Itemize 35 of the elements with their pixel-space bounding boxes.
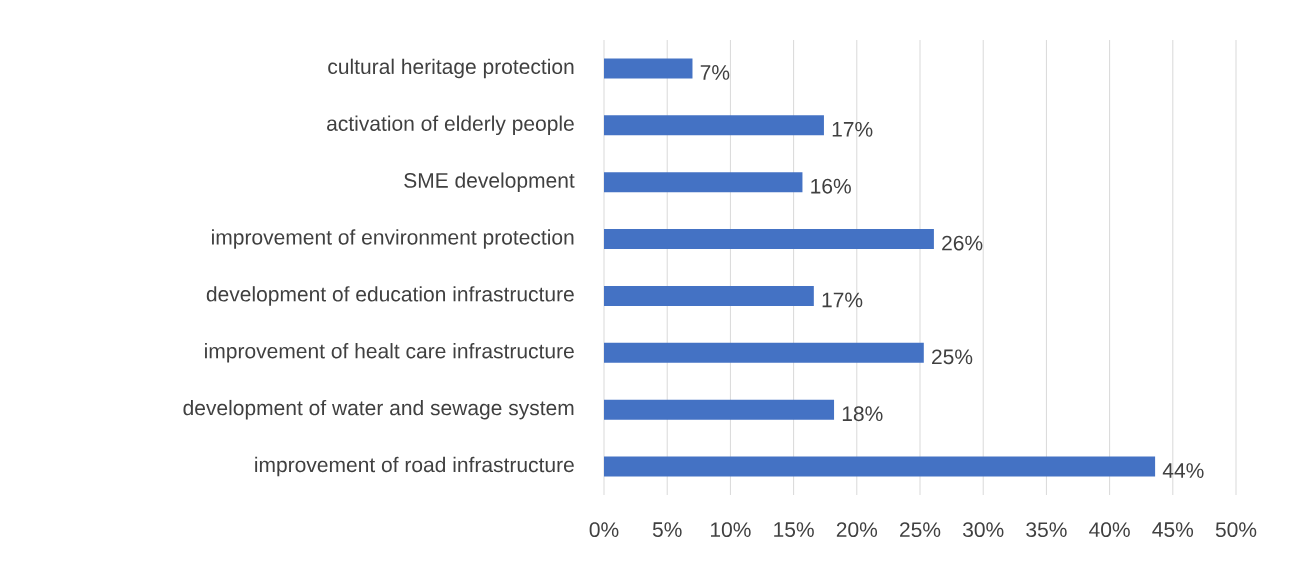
data-label: 44%: [1162, 463, 1204, 478]
bar: [604, 115, 824, 136]
y-tick-label: improvement of road infrastructure: [255, 456, 574, 477]
x-tick-label: 5%: [652, 522, 682, 537]
data-label: 18%: [842, 406, 883, 422]
bar: [604, 285, 814, 306]
data-label: 16%: [811, 178, 851, 194]
x-tick-label: 10%: [710, 522, 751, 538]
data-label: 26%: [942, 235, 983, 251]
data-label: 25%: [932, 349, 973, 365]
bar: [604, 58, 693, 79]
x-tick-label: 50%: [1215, 522, 1257, 538]
bar: [604, 229, 934, 250]
x-tick-label: 25%: [900, 522, 941, 538]
x-tick-label: 15%: [774, 522, 814, 537]
x-tick-label: 45%: [1152, 522, 1194, 537]
bar: [604, 172, 803, 193]
y-tick-label: SME development: [404, 172, 575, 192]
data-label: 7%: [700, 65, 730, 80]
bar: [604, 399, 835, 420]
y-tick-label: development of education infrastructure: [206, 286, 574, 306]
data-label: 17%: [822, 292, 863, 308]
x-tick-label: 20%: [836, 522, 878, 538]
bar: [604, 342, 924, 363]
y-tick-label: activation of elderly people: [327, 115, 574, 136]
x-tick-label: 35%: [1026, 522, 1067, 538]
y-tick-label: improvement of environment protection: [212, 229, 574, 249]
bar: [604, 456, 1156, 477]
y-tick-label: improvement of healt care infrastructure: [205, 343, 574, 363]
x-tick-label: 0%: [589, 522, 619, 538]
x-tick-label: 30%: [962, 522, 1004, 538]
y-tick-label: cultural heritage protection: [328, 58, 574, 79]
y-tick-label: development of water and sewage system: [183, 399, 574, 420]
x-tick-label: 40%: [1089, 522, 1130, 538]
data-label: 17%: [832, 121, 873, 137]
